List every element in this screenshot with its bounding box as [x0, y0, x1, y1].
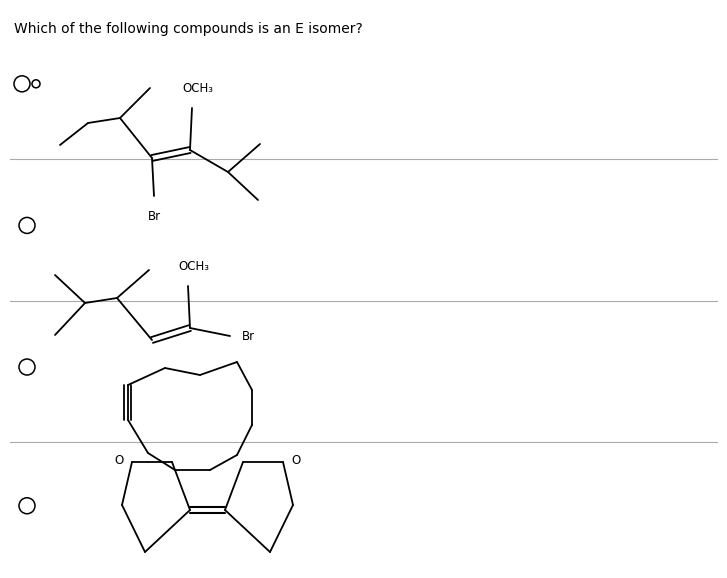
Text: Br: Br — [148, 210, 161, 223]
Text: OCH₃: OCH₃ — [182, 82, 214, 95]
Text: O: O — [115, 454, 124, 466]
Text: OCH₃: OCH₃ — [179, 260, 209, 273]
Text: Br: Br — [242, 329, 255, 343]
Text: O: O — [291, 454, 300, 466]
Text: Which of the following compounds is an E isomer?: Which of the following compounds is an E… — [14, 22, 363, 36]
